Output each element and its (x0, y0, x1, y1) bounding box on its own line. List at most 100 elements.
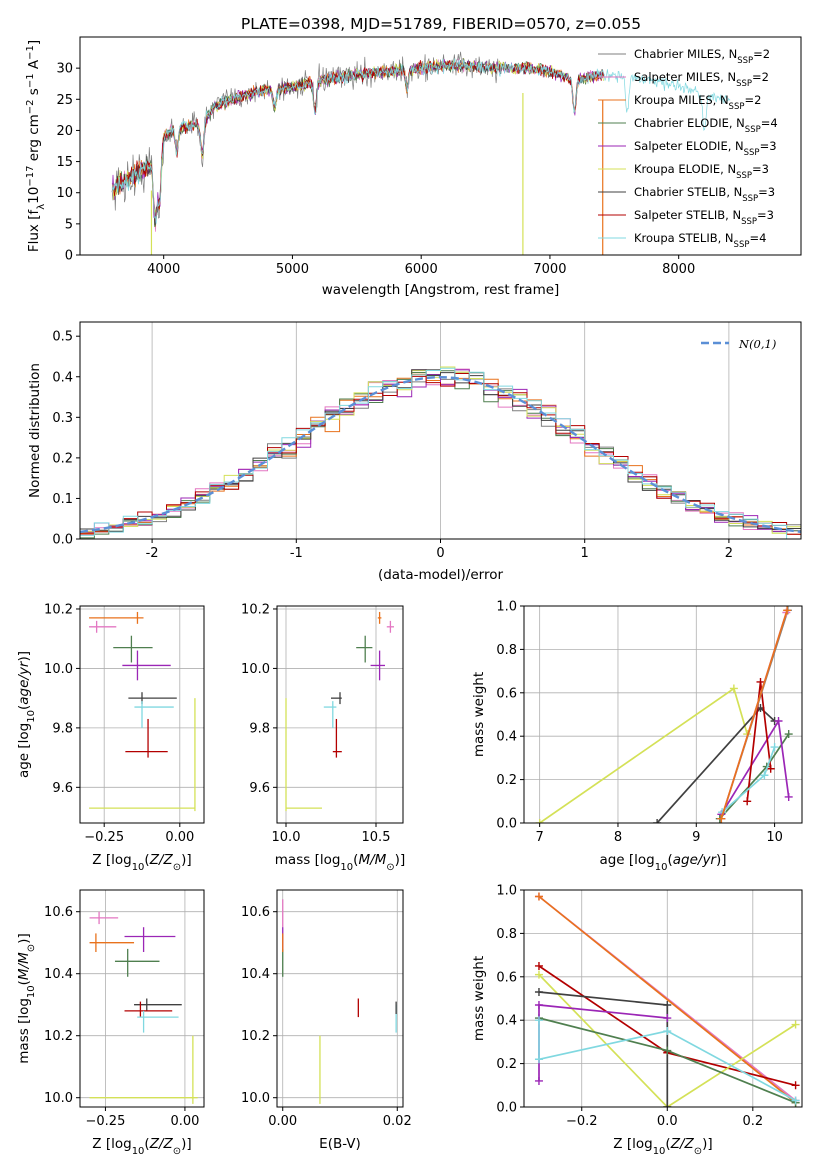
legend-entry: Salpeter ELODIE, NSSP=3 (634, 139, 777, 158)
error-bar-point (128, 692, 177, 705)
x-axis-label: E(B-V) (319, 1136, 361, 1152)
y-tick-label: 1.0 (496, 600, 517, 615)
plot-area (89, 911, 198, 1104)
series-line (539, 687, 749, 823)
y-tick-label: 0.8 (496, 927, 517, 942)
x-tick-label: 0 (436, 546, 444, 561)
mass-vs-ebv-panel: 0.00 0.02 10.0 10.2 10.4 10.6 E(B-V) (241, 889, 412, 1152)
y-tick-label: 0.2 (496, 773, 517, 788)
series-marker (663, 1014, 672, 1023)
y-tick-label: 10.4 (44, 967, 73, 982)
y-tick-label: 0.4 (496, 730, 517, 745)
y-tick-label: 0.4 (52, 370, 73, 385)
y-tick-label: 0.4 (496, 1014, 517, 1029)
error-bar-point (332, 718, 342, 758)
legend-entry: Chabrier STELIB, NSSP=3 (634, 185, 775, 204)
axes-frame (523, 605, 803, 824)
error-bar-point (89, 911, 119, 925)
y-tick-label: 25 (56, 93, 73, 108)
x-tick-label: 0.02 (383, 1114, 412, 1129)
y-tick-label: 9.8 (52, 721, 73, 736)
x-tick-label: -2 (146, 546, 159, 561)
series-marker (535, 819, 544, 823)
series-marker (791, 1020, 800, 1029)
series-marker (743, 797, 752, 806)
series-marker (534, 1001, 543, 1010)
series-line (656, 706, 776, 823)
error-bar-point (137, 1010, 179, 1033)
mass-weight-series (653, 703, 779, 823)
y-tick-label: 10.6 (44, 905, 73, 920)
y-tick-label: 20 (56, 124, 73, 139)
x-tick-label: 6000 (405, 262, 438, 277)
error-bar-point (386, 620, 394, 633)
y-tick-label: 9.6 (249, 781, 270, 796)
error-bar-point (124, 927, 176, 952)
y-axis-label: mass weight (471, 672, 487, 757)
series-marker (663, 1046, 672, 1055)
x-tick-label: 7 (536, 830, 544, 845)
y-tick-label: 9.6 (52, 781, 73, 796)
spectrum-series-line (111, 59, 604, 228)
x-axis-label: wavelength [Angstrom, rest frame] (322, 282, 560, 298)
mass-vs-z-panel: −0.25 0.00 10.0 10.2 10.4 10.6 Z [log10(Z/Z⊙)]… (16, 889, 205, 1157)
spectrum-series-line (111, 58, 731, 224)
series-marker (783, 606, 792, 615)
error-bar-point (285, 698, 322, 812)
x-tick-label: 0.0 (657, 1114, 678, 1129)
error-bar-point (331, 692, 342, 705)
x-axis-label: age [log10(age/yr)] (599, 852, 726, 873)
y-axis-label: Normed distribution (27, 363, 43, 498)
error-bar-point (124, 1001, 173, 1018)
y-tick-label: 10.0 (241, 662, 270, 677)
series-marker (784, 792, 793, 801)
mass-weight-series (534, 1016, 800, 1105)
age-vs-mass-panel: 10.0 10.5 9.6 9.8 10.0 10.2 mass [log10(M/M⊙)] (241, 602, 405, 872)
mass-weight-series (743, 677, 775, 806)
plot-area (282, 899, 397, 1104)
x-tick-label: 0.00 (268, 1114, 297, 1129)
y-tick-label: 10.4 (241, 967, 270, 982)
error-bar-point (370, 650, 385, 681)
error-bar-point (122, 650, 171, 681)
residuals-panel: -2 -1 0 1 2 0.0 0.1 0.2 0.3 0.4 0.5 (data-model)/er… (27, 321, 802, 583)
plot-area (535, 606, 793, 823)
legend-entry: Salpeter MILES, NSSP=2 (634, 70, 769, 89)
spectrum-series-line (111, 58, 604, 226)
x-tick-label: 2 (725, 546, 733, 561)
series-marker (717, 814, 726, 823)
histogram-series (80, 367, 801, 539)
x-tick-label: -1 (290, 546, 303, 561)
y-axis-label: mass weight (471, 956, 487, 1041)
series-marker (766, 764, 775, 773)
y-tick-label: 0.0 (496, 1101, 517, 1116)
y-axis-label: Flux [fλ10−17 erg cm−2 s−1 A−1] (25, 40, 47, 252)
massweight-vs-z-panel: −0.2 0.0 0.2 0.0 0.2 0.4 0.6 0.8 1.0 Z [log10(Z/Z… (471, 884, 803, 1157)
plot-area (80, 366, 801, 539)
series-marker (534, 987, 543, 996)
y-tick-label: 0.3 (52, 411, 73, 426)
x-tick-label: 5000 (276, 262, 309, 277)
series-line (538, 1020, 797, 1102)
spectrum-series-line (111, 59, 604, 223)
x-tick-label: 10.5 (362, 830, 391, 845)
error-bar-point (113, 635, 153, 663)
age-vs-z-panel: −0.25 0.00 9.6 9.8 10.0 10.2 Z [log10(Z/Z⊙)] ag… (16, 602, 205, 873)
series-marker (663, 1103, 672, 1107)
y-tick-label: 10.6 (241, 905, 270, 920)
error-bar-point (89, 620, 117, 633)
y-tick-label: 10.2 (241, 1029, 270, 1044)
legend-entry: Chabrier ELODIE, NSSP=4 (634, 116, 778, 135)
y-tick-label: 10.0 (44, 1091, 73, 1106)
spectrum-series-line (111, 58, 604, 215)
series-marker (791, 1096, 800, 1105)
x-tick-label: −0.2 (566, 1114, 598, 1129)
y-tick-label: 0.0 (52, 533, 73, 548)
legend-entry: N(0,1) (738, 337, 776, 351)
plot-area (285, 611, 394, 812)
y-tick-label: 10 (56, 186, 73, 201)
y-tick-label: 0.0 (496, 817, 517, 832)
series-marker (784, 730, 793, 739)
error-bar-point (114, 948, 160, 977)
